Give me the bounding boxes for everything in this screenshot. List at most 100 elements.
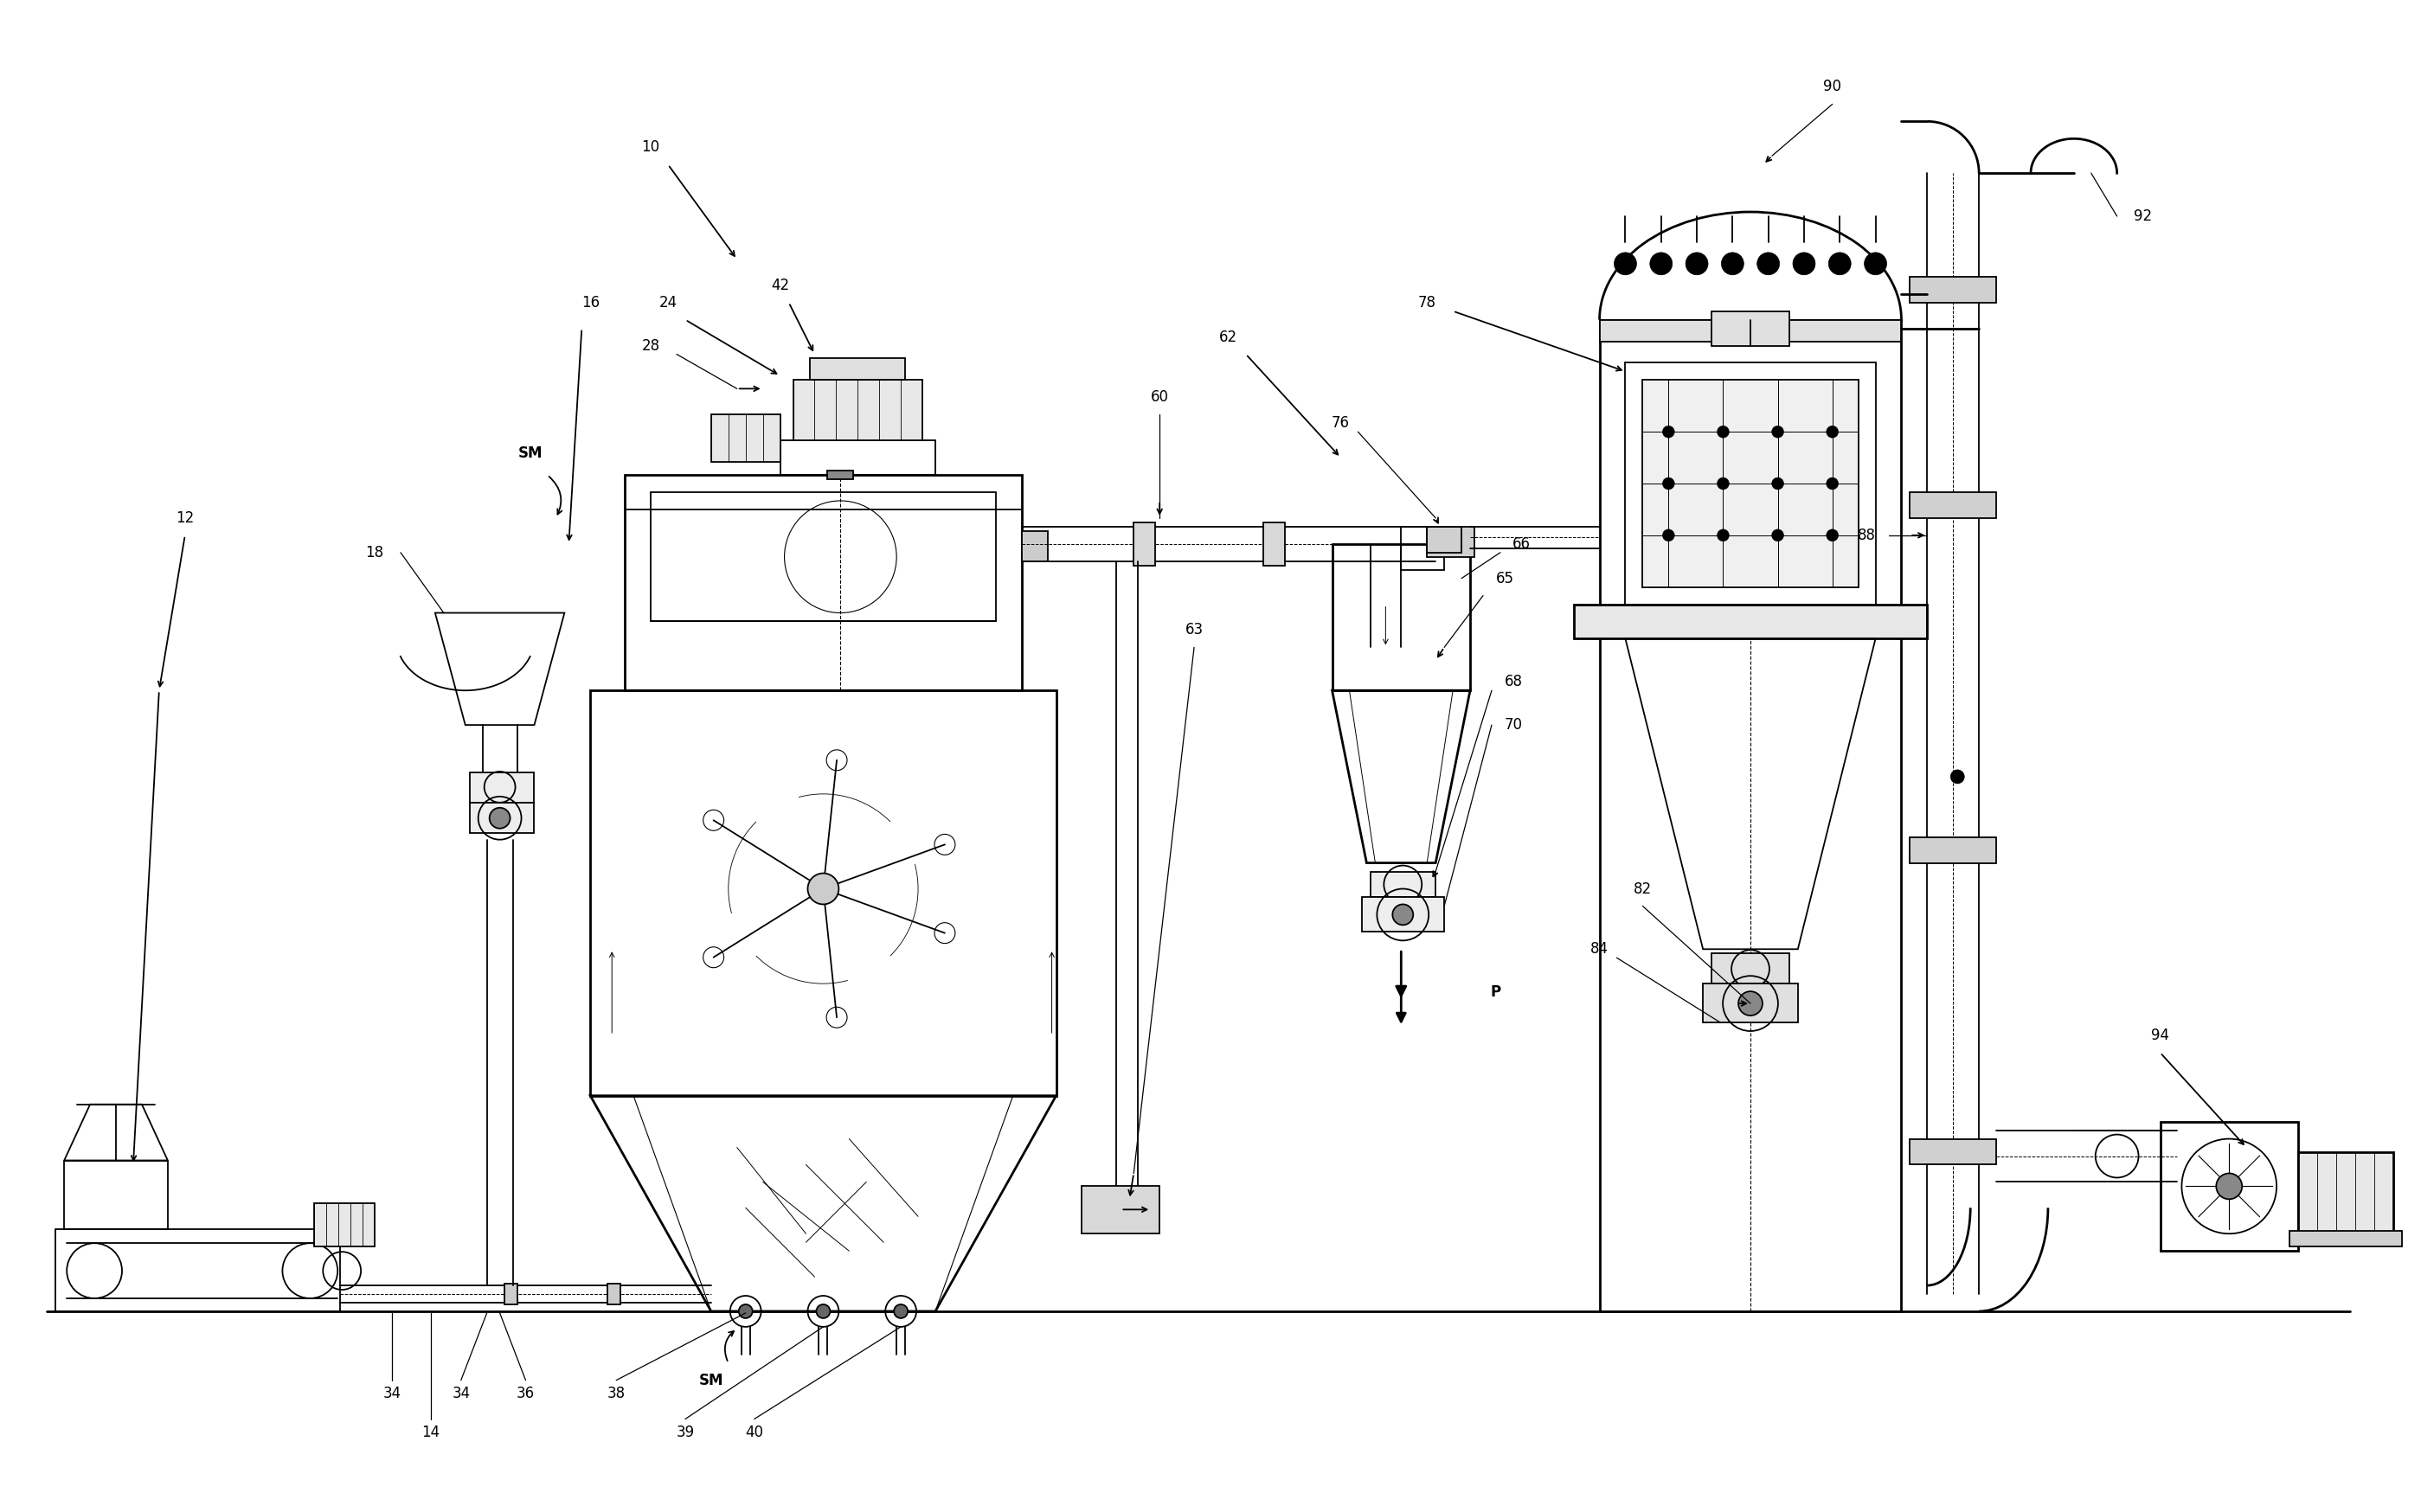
Circle shape — [1663, 426, 1675, 438]
Bar — [1133, 522, 1155, 565]
Text: 63: 63 — [1184, 623, 1203, 638]
Text: 82: 82 — [1634, 881, 1651, 897]
Text: 88: 88 — [1857, 528, 1876, 543]
Bar — [315, 1204, 375, 1246]
Bar — [1600, 319, 1900, 342]
Bar — [780, 440, 935, 475]
Bar — [1370, 871, 1436, 898]
Text: 36: 36 — [516, 1385, 535, 1402]
Circle shape — [1663, 529, 1675, 541]
Bar — [1363, 898, 1445, 931]
Text: 39: 39 — [675, 1424, 695, 1439]
Bar — [1702, 984, 1799, 1022]
Text: 18: 18 — [366, 544, 385, 561]
Bar — [1712, 954, 1789, 984]
Circle shape — [1825, 478, 1838, 490]
Text: 14: 14 — [421, 1424, 441, 1439]
Text: 65: 65 — [1496, 570, 1513, 587]
Bar — [1910, 277, 1997, 302]
Bar — [1910, 491, 1997, 519]
Bar — [625, 475, 1022, 691]
Circle shape — [1721, 253, 1743, 275]
Bar — [470, 803, 535, 833]
Bar — [811, 358, 905, 380]
Bar — [1332, 544, 1470, 691]
Circle shape — [1864, 253, 1886, 275]
Bar — [504, 1284, 518, 1305]
Bar — [1022, 531, 1048, 561]
Text: 94: 94 — [2150, 1028, 2169, 1043]
Bar — [1712, 311, 1789, 346]
Text: 42: 42 — [770, 277, 789, 293]
Text: 76: 76 — [1332, 416, 1351, 431]
Text: 34: 34 — [383, 1385, 402, 1402]
Bar — [1624, 363, 1876, 605]
Bar — [794, 380, 922, 440]
Text: 62: 62 — [1220, 330, 1237, 345]
Text: 24: 24 — [659, 295, 678, 310]
Bar — [1082, 1187, 1160, 1234]
Circle shape — [1825, 529, 1838, 541]
Text: SM: SM — [700, 1373, 724, 1388]
Circle shape — [1663, 478, 1675, 490]
Text: 90: 90 — [1823, 79, 1842, 95]
Text: P: P — [1491, 984, 1501, 999]
Bar — [1910, 1139, 1997, 1164]
Circle shape — [1772, 426, 1784, 438]
Bar — [608, 1284, 620, 1305]
Circle shape — [1794, 253, 1816, 275]
Text: 70: 70 — [1503, 717, 1523, 733]
Circle shape — [893, 1305, 908, 1318]
Text: SM: SM — [518, 446, 542, 461]
Circle shape — [809, 874, 838, 904]
Circle shape — [816, 1305, 830, 1318]
Bar — [1402, 526, 1445, 570]
Text: 12: 12 — [177, 510, 194, 526]
Bar — [2290, 1231, 2402, 1246]
Bar — [712, 414, 780, 463]
Circle shape — [1716, 478, 1729, 490]
Circle shape — [2215, 1173, 2242, 1199]
Circle shape — [1685, 253, 1709, 275]
Circle shape — [738, 1305, 753, 1318]
Bar — [828, 470, 855, 479]
Circle shape — [489, 807, 511, 829]
Bar — [1600, 319, 1900, 1311]
Circle shape — [1772, 478, 1784, 490]
Text: 10: 10 — [642, 139, 661, 156]
Circle shape — [1738, 992, 1762, 1016]
Circle shape — [1825, 426, 1838, 438]
Text: 28: 28 — [642, 337, 661, 354]
Text: 60: 60 — [1150, 390, 1169, 405]
Text: 68: 68 — [1503, 674, 1523, 689]
Bar — [1641, 380, 1859, 587]
Circle shape — [1716, 426, 1729, 438]
Circle shape — [1649, 253, 1673, 275]
Bar — [65, 1160, 167, 1229]
Bar — [1910, 838, 1997, 863]
Text: 66: 66 — [1513, 537, 1530, 552]
Text: 40: 40 — [746, 1424, 763, 1439]
Text: 92: 92 — [2133, 209, 2152, 224]
Text: 38: 38 — [608, 1385, 625, 1402]
Circle shape — [1951, 770, 1963, 783]
Text: 34: 34 — [453, 1385, 470, 1402]
Bar — [1426, 526, 1474, 556]
Circle shape — [1828, 253, 1852, 275]
Bar — [56, 1229, 341, 1311]
Circle shape — [1716, 529, 1729, 541]
Bar — [470, 773, 535, 803]
Text: 78: 78 — [1419, 295, 1436, 310]
Bar — [1426, 526, 1462, 552]
Bar — [1574, 605, 1927, 638]
Circle shape — [1392, 904, 1414, 925]
Circle shape — [1758, 253, 1779, 275]
Text: 84: 84 — [1591, 942, 1608, 957]
Bar — [1264, 522, 1286, 565]
Bar — [651, 491, 995, 621]
Text: 16: 16 — [581, 295, 600, 310]
Bar — [2298, 1152, 2392, 1234]
Bar — [2160, 1122, 2298, 1250]
Circle shape — [1772, 529, 1784, 541]
Bar — [591, 691, 1056, 1096]
